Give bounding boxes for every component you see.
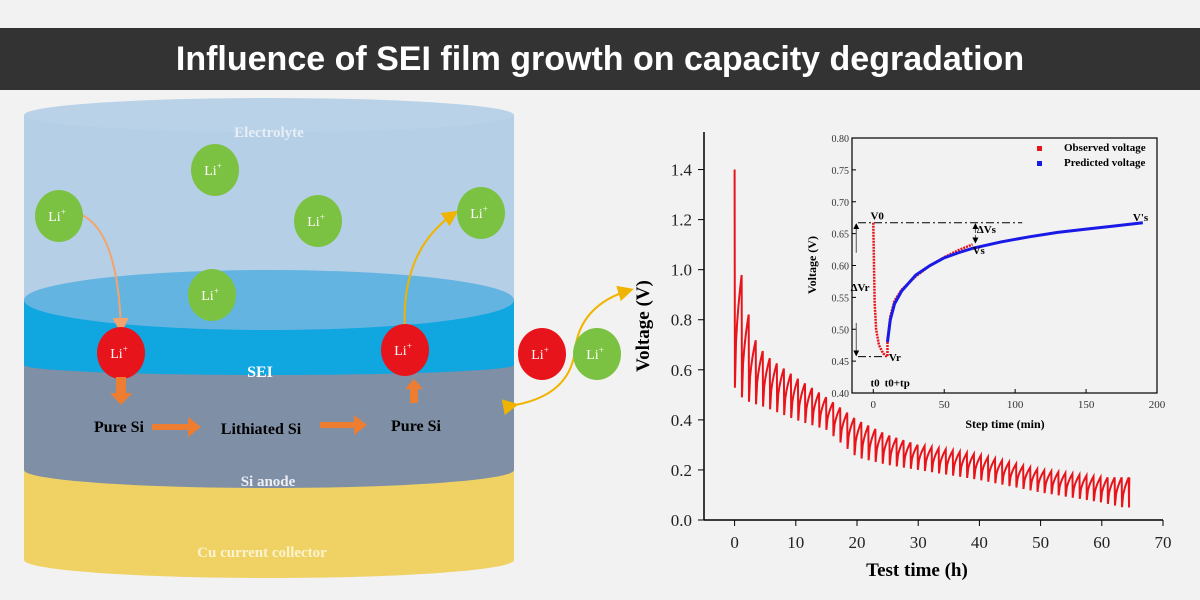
voltage-series-line bbox=[733, 169, 1131, 508]
y-tick-label: 0.55 bbox=[832, 293, 850, 304]
annotation-label: ΔVs bbox=[977, 224, 997, 236]
x-tick-label: 0 bbox=[871, 399, 877, 411]
ion-circle bbox=[35, 190, 83, 242]
y-tick-label: 0.65 bbox=[832, 230, 850, 241]
lithium-ion: Li+ bbox=[188, 269, 236, 321]
annotation-label: Vr bbox=[889, 352, 901, 364]
lithium-ion: Li+ bbox=[573, 328, 621, 380]
ion-circle bbox=[457, 187, 505, 239]
legend-label: Observed voltage bbox=[1064, 142, 1146, 154]
page-title: Influence of SEI film growth on capacity… bbox=[0, 28, 1200, 90]
x-tick-label: 200 bbox=[1149, 399, 1166, 411]
y-tick-label: 0.75 bbox=[832, 166, 850, 177]
x-tick-label: 150 bbox=[1078, 399, 1095, 411]
y-tick-label: 0.6 bbox=[671, 361, 692, 380]
electrolyte-label: Electrolyte bbox=[234, 125, 304, 141]
trapped-lithium-ion: Li+ bbox=[381, 324, 429, 376]
lithium-ion: Li+ bbox=[191, 144, 239, 196]
annotation-label: t0 bbox=[870, 378, 880, 390]
legend-marker bbox=[1037, 161, 1042, 166]
y-tick-label: 0.0 bbox=[671, 511, 692, 530]
x-tick-label: 0 bbox=[730, 533, 739, 552]
y-tick-label: 1.0 bbox=[671, 261, 692, 280]
x-tick-label: 10 bbox=[787, 533, 804, 552]
lithiation-arrow bbox=[79, 213, 129, 334]
main-voltage-chart: 0 10 20 30 40 50 60 70 0.0 0.2 0.4 0.6 0.8 1.0 1.2 1.4 T… bbox=[633, 132, 1172, 581]
ion-circle bbox=[518, 328, 566, 380]
ion-circle bbox=[97, 327, 145, 379]
y-tick-label: 1.2 bbox=[671, 211, 692, 230]
y-axis-title: Voltage (V) bbox=[633, 280, 654, 372]
pure-si-label: Pure Si bbox=[94, 419, 144, 436]
electrolyte-top bbox=[24, 98, 514, 132]
lithium-ion: Li+ bbox=[457, 187, 505, 239]
x-tick-label: 20 bbox=[849, 533, 866, 552]
x-tick-label: 50 bbox=[939, 399, 951, 411]
ion-charge: + bbox=[61, 207, 66, 217]
si-anode-layer bbox=[24, 365, 514, 488]
ion-circle bbox=[573, 328, 621, 380]
ion-charge: + bbox=[320, 212, 325, 222]
inset-frame bbox=[851, 137, 1158, 394]
ion-charge: + bbox=[599, 345, 604, 355]
y-tick-label: 0.60 bbox=[832, 262, 850, 273]
right-block-arrow bbox=[320, 415, 367, 435]
trapped-lithium-ion: Li+ bbox=[518, 328, 566, 380]
cu-collector-label: Cu current collector bbox=[197, 545, 327, 561]
lithium-ion: Li+ bbox=[35, 190, 83, 242]
x-tick-label: 60 bbox=[1093, 533, 1110, 552]
annotation-label: V's bbox=[1133, 212, 1149, 224]
y-tick-label: 0.2 bbox=[671, 461, 692, 480]
up-block-arrow bbox=[405, 379, 423, 403]
battery-cylinder-diagram: Electrolyte SEI Si anode Cu current coll… bbox=[24, 98, 634, 578]
annotation-label: t0+tp bbox=[885, 378, 910, 390]
ion-circle bbox=[381, 324, 429, 376]
y-axis-title: Voltage (V) bbox=[805, 236, 819, 294]
ion-charge: + bbox=[407, 341, 412, 351]
sei-top-surface bbox=[24, 270, 514, 330]
y-tick-label: 0.8 bbox=[671, 311, 692, 330]
trapped-lithium-ion: Li+ bbox=[97, 327, 145, 379]
ion-charge: + bbox=[217, 161, 222, 171]
cu-collector-layer bbox=[24, 470, 514, 578]
ion-circle bbox=[294, 195, 342, 247]
ion-circle bbox=[191, 144, 239, 196]
legend-label: Predicted voltage bbox=[1064, 157, 1145, 169]
lithiated-si-label: Lithiated Si bbox=[221, 421, 302, 438]
ion-circle bbox=[188, 269, 236, 321]
x-axis-title: Test time (h) bbox=[866, 560, 968, 581]
inset-step-chart: 0 50 100 150 200 0.40 0.45 0.50 0.55 0.60 0.65 0.70… bbox=[805, 134, 1166, 431]
pure-si-label: Pure Si bbox=[391, 418, 441, 435]
down-block-arrow bbox=[110, 377, 132, 405]
annotation-label: Vs bbox=[973, 245, 986, 257]
annotation-label: V0 bbox=[870, 211, 884, 223]
y-tick-label: 0.80 bbox=[832, 134, 850, 145]
ion-charge: + bbox=[544, 345, 549, 355]
y-tick-label: 0.40 bbox=[832, 389, 850, 400]
x-tick-label: 50 bbox=[1032, 533, 1049, 552]
inset-series-predicted bbox=[885, 221, 1143, 343]
sei-label: SEI bbox=[247, 364, 273, 381]
y-tick-label: 0.70 bbox=[832, 198, 850, 209]
electrolyte-layer bbox=[24, 115, 514, 300]
x-axis-title: Step time (min) bbox=[965, 417, 1044, 431]
x-tick-label: 70 bbox=[1155, 533, 1172, 552]
y-tick-label: 0.4 bbox=[671, 411, 693, 430]
delithiation-arrow bbox=[403, 210, 459, 333]
y-tick-label: 0.45 bbox=[832, 357, 850, 368]
lithium-ion: Li+ bbox=[294, 195, 342, 247]
legend-marker bbox=[1037, 146, 1042, 151]
right-block-arrow bbox=[152, 417, 201, 437]
x-tick-label: 40 bbox=[971, 533, 988, 552]
ion-charge: + bbox=[123, 344, 128, 354]
ion-charge: + bbox=[214, 286, 219, 296]
annotation-label: ΔVr bbox=[851, 282, 870, 294]
ion-charge: + bbox=[483, 204, 488, 214]
x-tick-label: 100 bbox=[1007, 399, 1024, 411]
y-tick-label: 0.50 bbox=[832, 325, 850, 336]
x-tick-label: 30 bbox=[910, 533, 927, 552]
y-tick-label: 1.4 bbox=[671, 161, 693, 180]
si-anode-label: Si anode bbox=[241, 474, 296, 490]
